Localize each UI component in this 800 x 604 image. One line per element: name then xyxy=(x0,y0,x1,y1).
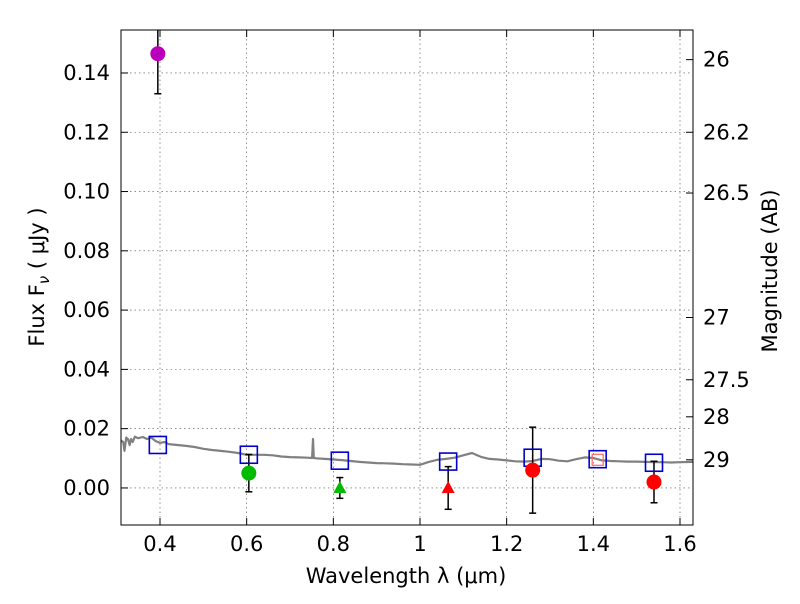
right-tick-label: 26.2 xyxy=(703,120,750,144)
observed-point xyxy=(241,465,257,481)
right-tick-label: 29 xyxy=(703,448,730,472)
y-axis-title-left: Flux Fν ( μJy ) xyxy=(25,207,53,346)
x-tick-label: 0.8 xyxy=(317,532,350,556)
plot-frame xyxy=(120,29,694,526)
y-tick-label: 0.14 xyxy=(63,61,110,85)
x-tick-label: 1.6 xyxy=(663,532,696,556)
y-axis-title-flux: Flux F xyxy=(25,284,49,346)
y-tick-label: 0.12 xyxy=(63,120,110,144)
y-tick-label: 0.00 xyxy=(63,476,110,500)
right-tick-label: 26.5 xyxy=(703,181,750,205)
right-tick-label: 27.5 xyxy=(703,368,750,392)
observed-point-open xyxy=(591,453,604,466)
observed-point xyxy=(646,474,662,490)
model-flux-marker xyxy=(239,445,259,465)
tick-labels: 0.4 0.6 0.8 1 1.2 1.4 1.6 0.00 0.02 0.04 0.06 0.08 0… xyxy=(63,48,750,556)
model-flux-marker xyxy=(330,451,350,470)
model-flux-marker xyxy=(438,452,458,471)
observed-point xyxy=(525,462,541,478)
model-flux-marker xyxy=(588,449,607,469)
y-axis-title-unit: ( μJy ) xyxy=(25,207,49,275)
observed-point xyxy=(150,46,166,62)
y-tick-label: 0.06 xyxy=(63,298,110,322)
sed-model-line xyxy=(121,435,693,466)
x-tick-label: 0.4 xyxy=(143,532,176,556)
model-flux-marker xyxy=(644,453,664,473)
x-tick-label: 1 xyxy=(413,532,426,556)
y-axis-title-right: Magnitude (AB) xyxy=(758,189,782,352)
observed-upper-limit xyxy=(441,480,455,493)
observed-upper-limit xyxy=(333,480,347,493)
model-flux-marker xyxy=(148,435,168,455)
x-tick-label: 0.6 xyxy=(230,532,263,556)
right-tick-label: 26 xyxy=(703,48,730,72)
right-tick-label: 28 xyxy=(703,405,730,429)
y-tick-label: 0.08 xyxy=(63,239,110,263)
y-tick-label: 0.04 xyxy=(63,357,110,381)
x-tick-label: 1.2 xyxy=(490,532,523,556)
grid xyxy=(121,30,693,525)
x-axis-title: Wavelength λ (μm) xyxy=(306,564,507,588)
plot-data xyxy=(121,30,693,514)
y-tick-label: 0.10 xyxy=(63,180,110,204)
ticks xyxy=(121,30,693,525)
y-axis-title-nu: ν xyxy=(35,276,53,284)
x-tick-label: 1.4 xyxy=(577,532,610,556)
right-tick-label: 27 xyxy=(703,306,730,330)
y-tick-label: 0.02 xyxy=(63,417,110,441)
